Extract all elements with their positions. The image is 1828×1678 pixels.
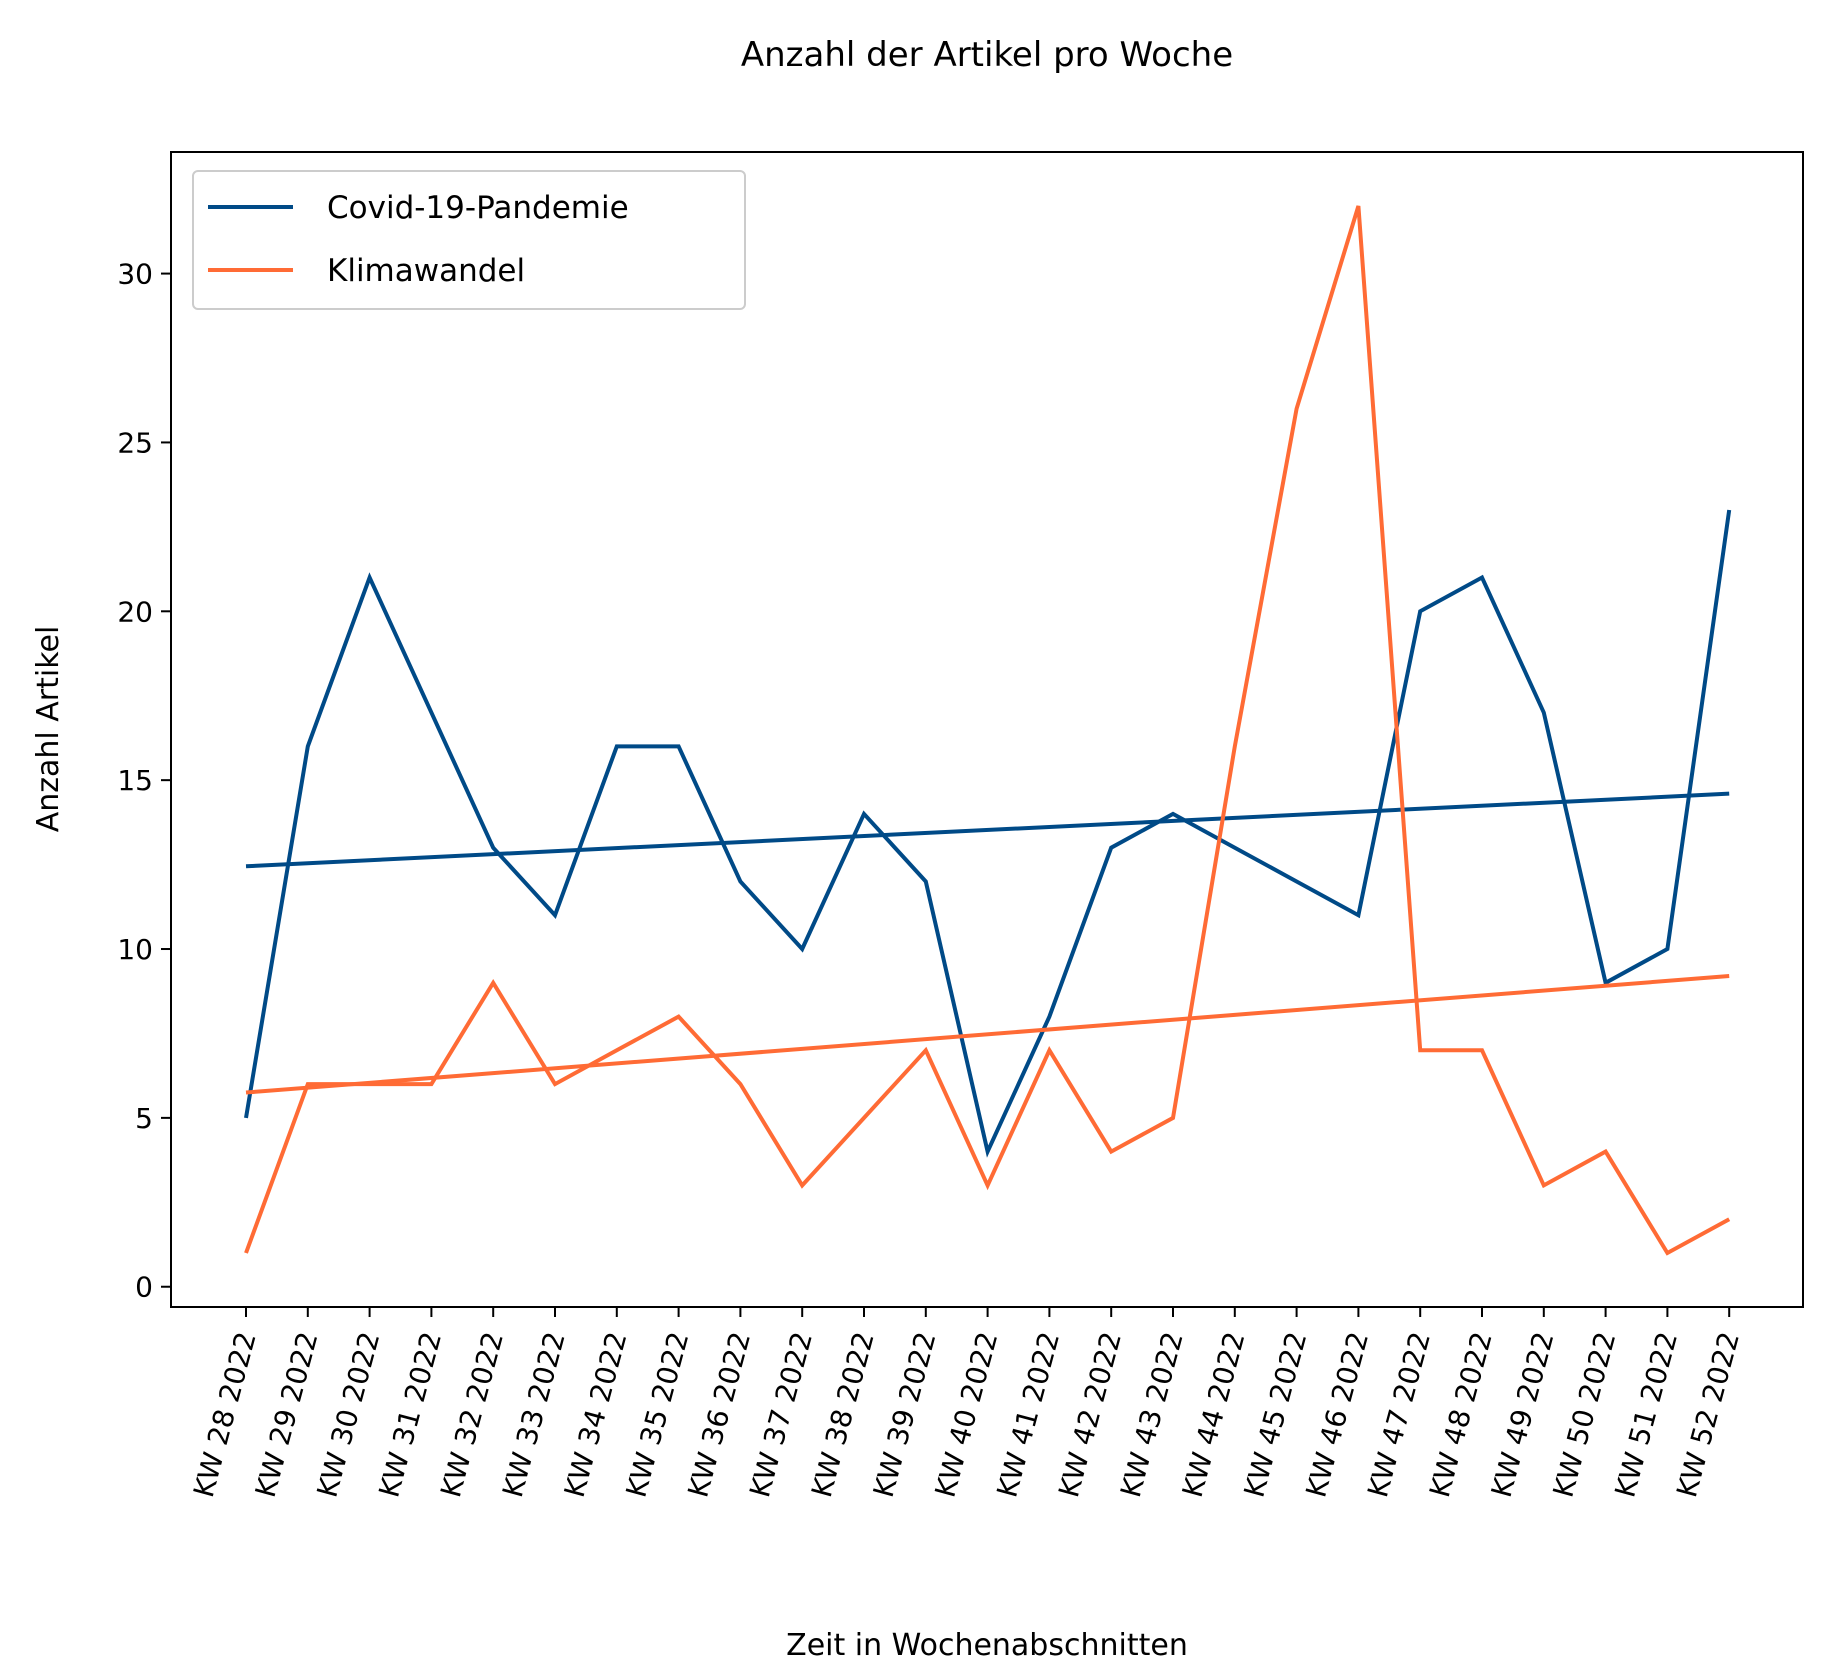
- legend-label-covid: Covid-19-Pandemie: [327, 190, 629, 226]
- y-tick-label: 5: [135, 1102, 153, 1135]
- x-tick-label: KW 51 2022: [1608, 1328, 1684, 1501]
- series-line-0: [244, 509, 1732, 1158]
- y-tick-label: 25: [117, 426, 153, 459]
- x-tick-label: KW 45 2022: [1238, 1328, 1314, 1501]
- series-layer: [244, 205, 1732, 1256]
- x-tick-label: KW 47 2022: [1361, 1328, 1437, 1501]
- x-tick-label: KW 36 2022: [681, 1328, 757, 1501]
- y-tick-label: 0: [135, 1271, 153, 1304]
- x-tick-label: KW 35 2022: [620, 1328, 696, 1501]
- y-tick-label: 10: [117, 933, 153, 966]
- x-tick-label: KW 49 2022: [1485, 1328, 1561, 1501]
- x-tick-label: KW 33 2022: [496, 1328, 572, 1501]
- x-tick-label: KW 39 2022: [867, 1328, 943, 1501]
- x-tick-label: KW 31 2022: [372, 1328, 448, 1501]
- x-tick-label: KW 37 2022: [743, 1328, 819, 1501]
- x-tick-label: KW 30 2022: [311, 1328, 387, 1501]
- x-tick-label: KW 52 2022: [1670, 1328, 1746, 1501]
- x-tick-label: KW 43 2022: [1114, 1328, 1190, 1501]
- legend-box: [192, 170, 746, 310]
- legend: Covid-19-Pandemie Klimawandel: [192, 170, 746, 310]
- x-tick-label: KW 28 2022: [187, 1328, 263, 1501]
- x-tick-label: KW 34 2022: [558, 1328, 634, 1501]
- x-tick-label: KW 41 2022: [990, 1328, 1066, 1501]
- series-line-1: [244, 205, 1731, 1256]
- x-tick-label: KW 46 2022: [1299, 1328, 1375, 1501]
- legend-label-klima: Klimawandel: [327, 253, 525, 289]
- x-tick-label: KW 44 2022: [1176, 1328, 1252, 1501]
- trend-line-1: [245, 974, 1730, 1095]
- y-tick-label: 30: [117, 258, 153, 291]
- y-axis: 0 5 10 15 20 25 30: [117, 258, 171, 1304]
- y-tick-label: 20: [117, 595, 153, 628]
- x-axis-label: Zeit in Wochenabschnitten: [786, 1628, 1188, 1663]
- x-tick-label: KW 50 2022: [1547, 1328, 1623, 1501]
- x-tick-label: KW 40 2022: [929, 1328, 1005, 1501]
- x-tick-label: KW 38 2022: [805, 1328, 881, 1501]
- x-tick-label: KW 32 2022: [434, 1328, 510, 1501]
- x-tick-label: KW 29 2022: [249, 1328, 325, 1501]
- y-axis-label: Anzahl Artikel: [31, 626, 66, 833]
- x-tick-label: KW 42 2022: [1052, 1328, 1128, 1501]
- y-tick-label: 15: [117, 764, 153, 797]
- trend-line-0: [245, 791, 1730, 869]
- plot-frame: [170, 151, 1804, 1308]
- chart-title: Anzahl der Artikel pro Woche: [741, 35, 1233, 75]
- x-tick-label: KW 48 2022: [1423, 1328, 1499, 1501]
